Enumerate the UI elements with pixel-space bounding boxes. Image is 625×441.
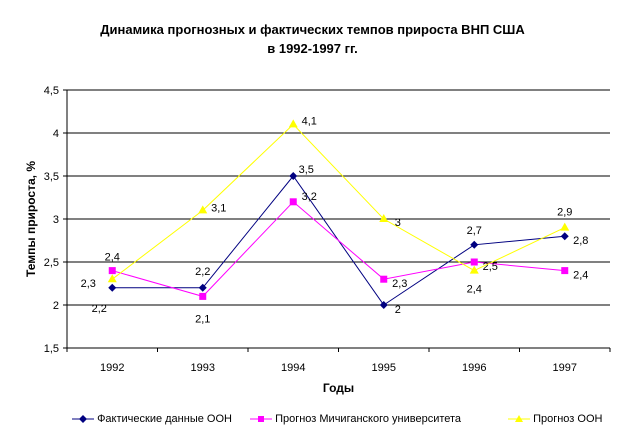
legend-label-series-1: Фактические данные ООН bbox=[97, 413, 232, 426]
legend-item-series-1: Фактические данные ООН bbox=[72, 413, 232, 425]
data-label: 2,7 bbox=[467, 225, 482, 237]
data-point-square bbox=[380, 275, 388, 283]
data-label: 3 bbox=[395, 217, 401, 229]
data-point-diamond bbox=[379, 301, 388, 309]
y-tick-label: 4,5 bbox=[44, 85, 59, 97]
data-point-square bbox=[561, 267, 569, 275]
y-tick-label: 1,5 bbox=[44, 343, 59, 355]
data-label: 3,2 bbox=[302, 191, 317, 203]
data-label: 2,9 bbox=[557, 207, 572, 219]
data-point-triangle bbox=[198, 205, 208, 214]
x-tick-label: 1995 bbox=[372, 362, 396, 374]
data-point-square bbox=[470, 258, 478, 266]
data-label: 2,2 bbox=[92, 303, 107, 315]
data-label: 3,1 bbox=[211, 202, 226, 214]
data-point-triangle bbox=[288, 119, 298, 128]
data-label: 2,8 bbox=[573, 235, 588, 247]
data-point-triangle bbox=[379, 214, 389, 222]
x-tick-label: 1994 bbox=[281, 362, 305, 374]
y-tick-label: 3,5 bbox=[44, 171, 59, 183]
x-axis-title: Годы bbox=[323, 381, 354, 395]
data-point-square bbox=[289, 198, 297, 206]
legend-label-series-3: Прогноз ООН bbox=[533, 413, 603, 426]
data-label: 2 bbox=[395, 304, 401, 316]
data-point-triangle bbox=[107, 274, 117, 283]
legend-item-series-2: Прогноз Мичиганского университета bbox=[250, 413, 461, 425]
x-tick-label: 1992 bbox=[100, 362, 124, 374]
data-point-triangle bbox=[560, 222, 570, 231]
legend-marker-triangle-icon bbox=[508, 415, 530, 423]
y-axis-title: Темпы прироста, % bbox=[24, 161, 38, 277]
y-tick-label: 4 bbox=[53, 128, 59, 140]
y-tick-label: 2 bbox=[53, 300, 59, 312]
y-tick-label: 3 bbox=[53, 214, 59, 226]
data-label: 4,1 bbox=[302, 115, 317, 127]
data-point-triangle bbox=[469, 265, 479, 274]
data-point-diamond bbox=[470, 240, 479, 249]
data-label: 2,1 bbox=[195, 313, 210, 325]
chart-subtitle: в 1992-1997 гг. bbox=[267, 41, 358, 56]
data-label: 2,2 bbox=[195, 266, 210, 278]
legend-item-series-3: Прогноз ООН bbox=[508, 413, 602, 425]
data-label: 2,3 bbox=[392, 278, 407, 290]
x-tick-label: 1996 bbox=[462, 362, 486, 374]
data-label: 2,3 bbox=[81, 278, 96, 290]
data-point-diamond bbox=[108, 283, 117, 292]
x-tick-label: 1997 bbox=[553, 362, 577, 374]
data-point-diamond bbox=[289, 172, 298, 180]
data-point-diamond bbox=[560, 232, 569, 241]
data-point-square bbox=[108, 267, 116, 275]
x-tick-label: 1993 bbox=[191, 362, 215, 374]
data-label: 2,5 bbox=[483, 261, 498, 273]
data-label: 3,5 bbox=[299, 164, 314, 176]
data-point-diamond bbox=[198, 283, 207, 292]
legend-label-series-2: Прогноз Мичиганского университета bbox=[275, 413, 462, 426]
legend-marker-diamond-icon bbox=[72, 415, 94, 424]
legend: Фактические данные ООН Прогноз Мичиганск… bbox=[60, 413, 620, 431]
legend-marker-square-icon bbox=[250, 416, 272, 423]
data-label: 2,4 bbox=[105, 252, 120, 264]
y-tick-label: 2,5 bbox=[44, 257, 59, 269]
data-label: 2,4 bbox=[573, 270, 588, 282]
chart-title: Динамика прогнозных и фактических темпов… bbox=[100, 22, 525, 37]
data-point-square bbox=[199, 292, 207, 300]
data-label: 2,4 bbox=[467, 284, 482, 296]
series-line-3 bbox=[111, 123, 565, 280]
